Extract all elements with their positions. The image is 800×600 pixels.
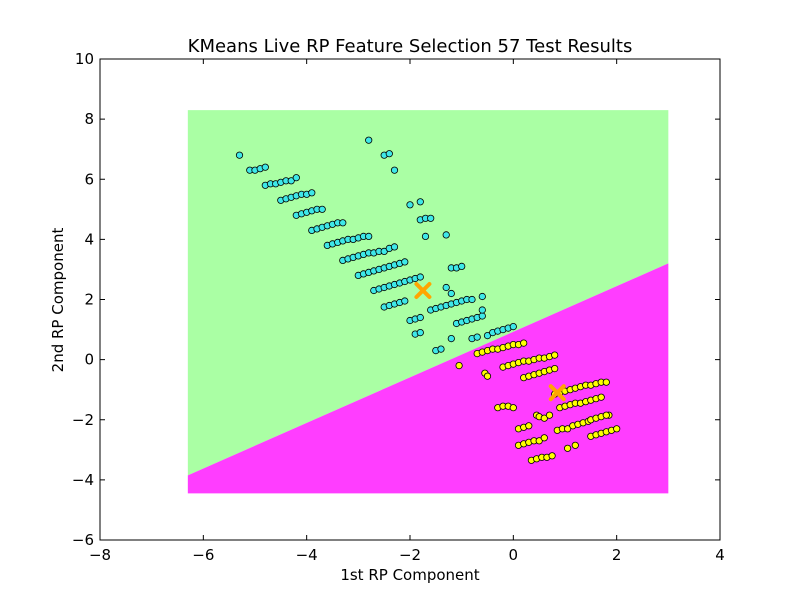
y-axis-label: 2nd RP Component xyxy=(49,228,67,373)
region-lower xyxy=(187,263,669,494)
cluster-2-point xyxy=(597,393,605,401)
cluster-1-point xyxy=(442,283,450,292)
cluster-1-point xyxy=(365,136,373,144)
x-axis-label: 1st RP Component xyxy=(340,566,479,584)
cluster-2-point xyxy=(563,425,572,433)
cluster-2-point xyxy=(525,422,533,430)
y-tick-label: −6 xyxy=(72,531,94,549)
cluster-1-point xyxy=(339,219,347,227)
y-tick-label: 2 xyxy=(84,291,94,309)
cluster-1-point xyxy=(442,231,450,239)
cluster-1-point xyxy=(416,273,424,281)
x-tick-label: 4 xyxy=(715,546,725,564)
centroid-marker xyxy=(548,384,566,402)
cluster-1-point xyxy=(509,322,517,331)
x-tick-label: −8 xyxy=(89,546,111,564)
cluster-1-point xyxy=(421,232,430,240)
cluster-1-point xyxy=(416,313,424,322)
cluster-2-point xyxy=(613,425,621,433)
cluster-1-point xyxy=(390,243,399,251)
cluster-1-point xyxy=(483,331,492,340)
y-tick-label: −2 xyxy=(72,411,94,429)
cluster-2-point xyxy=(483,372,492,380)
centroid-marker xyxy=(414,281,432,299)
y-tick-label: −4 xyxy=(72,471,94,489)
cluster-1-point xyxy=(478,306,486,314)
cluster-1-point xyxy=(437,345,445,353)
cluster-1-point xyxy=(318,205,326,213)
x-tick-label: −6 xyxy=(192,546,214,564)
y-tick-label: 10 xyxy=(75,50,94,68)
cluster-1-point xyxy=(287,177,295,185)
y-tick-label: 4 xyxy=(84,230,94,248)
cluster-1-point xyxy=(385,150,393,158)
cluster-2-point xyxy=(545,411,554,419)
cluster-1-point xyxy=(458,262,466,270)
cluster-1-point xyxy=(406,201,414,209)
cluster-1-point xyxy=(478,292,486,301)
cluster-1-point xyxy=(478,312,486,320)
cluster-1-point xyxy=(365,232,373,240)
cluster-1-point xyxy=(447,289,455,298)
cluster-2-point xyxy=(563,444,572,452)
x-tick-label: −2 xyxy=(399,546,421,564)
cluster-1-point xyxy=(447,334,455,343)
cluster-1-point xyxy=(261,163,269,171)
x-tick-label: 0 xyxy=(509,546,519,564)
regions-layer xyxy=(187,110,669,494)
x-tick-label: 2 xyxy=(612,546,622,564)
cluster-1-point xyxy=(292,174,300,182)
x-tick-label: −4 xyxy=(296,546,318,564)
cluster-2-point xyxy=(551,351,559,359)
cluster-1-point xyxy=(235,151,244,159)
cluster-2-point xyxy=(551,364,559,373)
y-tick-label: 6 xyxy=(84,170,94,188)
cluster-2-point xyxy=(540,414,548,422)
centroids-layer xyxy=(414,281,566,402)
region-upper xyxy=(187,110,669,476)
cluster-2-point xyxy=(455,361,463,370)
cluster-1-point xyxy=(416,198,424,206)
cluster-2-point xyxy=(540,434,548,442)
cluster-1-point xyxy=(401,297,409,305)
cluster-2-point xyxy=(548,452,556,460)
points-layer xyxy=(235,136,621,464)
cluster-2-point xyxy=(602,378,610,386)
cluster-2-point xyxy=(602,411,610,419)
cluster-1-point xyxy=(473,333,481,341)
chart-title: KMeans Live RP Feature Selection 57 Test… xyxy=(188,36,633,57)
cluster-1-point xyxy=(416,328,424,337)
cluster-2-point xyxy=(520,339,528,347)
cluster-1-point xyxy=(427,214,435,222)
cluster-1-point xyxy=(390,166,399,174)
cluster-1-point xyxy=(308,189,316,197)
cluster-1-point xyxy=(468,295,476,304)
y-tick-label: 8 xyxy=(84,110,94,128)
cluster-1-point xyxy=(401,258,409,266)
cluster-2-point xyxy=(571,441,579,449)
cluster-2-point xyxy=(509,404,517,412)
y-tick-label: 0 xyxy=(84,351,94,369)
